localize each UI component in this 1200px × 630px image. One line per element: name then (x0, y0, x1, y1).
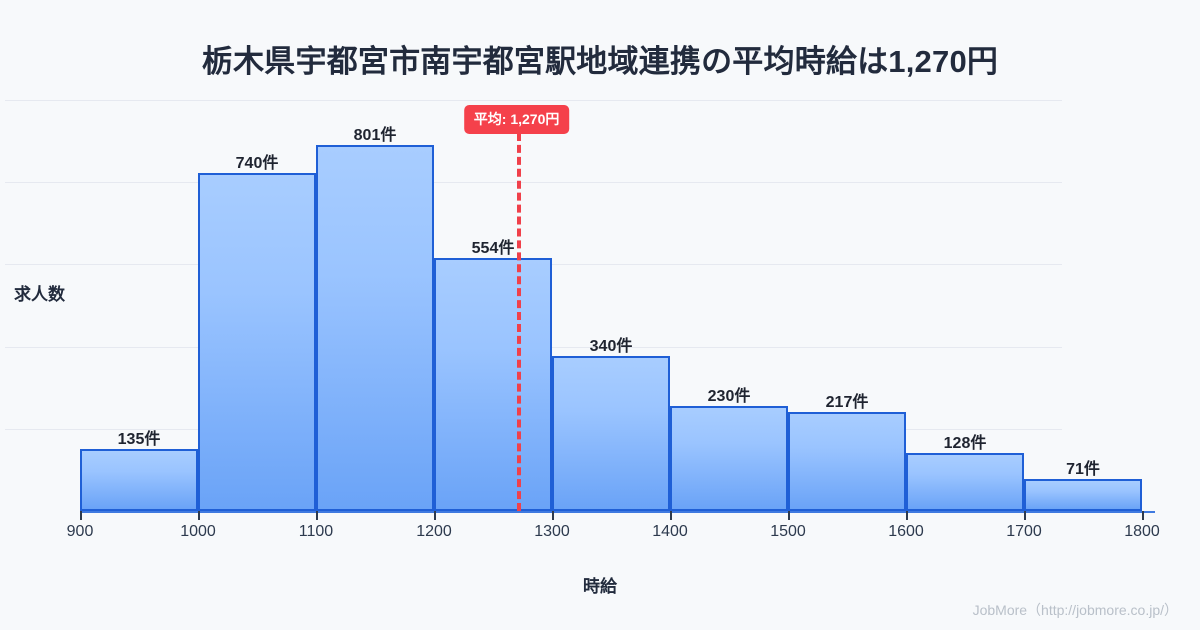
x-tick-label: 1500 (770, 523, 806, 540)
x-tick-label: 1700 (1006, 523, 1042, 540)
y-axis-label: 求人数 (14, 285, 65, 304)
x-tick-mark (906, 511, 908, 520)
x-tick-mark (198, 511, 200, 520)
x-tick-label: 1400 (652, 523, 688, 540)
bar-value-label: 340件 (589, 337, 633, 355)
x-axis-label: 時給 (583, 577, 617, 596)
gridline (5, 182, 1062, 184)
x-tick-label: 1000 (180, 523, 216, 540)
x-tick-label: 1200 (416, 523, 452, 540)
x-tick-label: 1600 (888, 523, 924, 540)
bar (434, 258, 552, 511)
bar-value-label: 554件 (471, 240, 515, 257)
bar (670, 405, 788, 511)
bar (788, 411, 906, 511)
bar (316, 145, 434, 511)
x-tick-mark (552, 511, 554, 520)
x-tick-mark (1142, 511, 1144, 520)
bar (1024, 478, 1142, 511)
bar-value-label: 71件 (1066, 460, 1100, 478)
bar-value-label: 801件 (353, 127, 397, 145)
watermark: JobMore（http://jobmore.co.jp/） (972, 602, 1178, 618)
x-tick-label: 1100 (298, 523, 334, 540)
x-axis-line (80, 511, 1155, 513)
x-tick-label: 1300 (534, 523, 570, 540)
page-title: 栃木県宇都宮市南宇都宮駅地域連携の平均時給は1,270円 (201, 44, 999, 79)
bar-value-label: 128件 (943, 434, 987, 452)
x-tick-label: 900 (66, 523, 94, 540)
bar-value-label: 135件 (117, 431, 161, 449)
x-tick-mark (316, 511, 318, 520)
gridline (5, 100, 1062, 101)
x-tick-label: 1800 (1124, 523, 1160, 540)
bar (906, 452, 1024, 511)
x-tick-mark (788, 511, 790, 520)
average-badge: 平均: 1,270円 (463, 105, 570, 134)
average-line (516, 133, 521, 511)
bar (80, 449, 198, 511)
x-tick-mark (434, 511, 436, 520)
bar (552, 355, 670, 511)
bar-value-label: 230件 (707, 387, 751, 405)
x-tick-mark (80, 511, 82, 520)
bar (198, 173, 316, 511)
x-tick-mark (1024, 511, 1026, 520)
bar-value-label: 740件 (235, 155, 279, 173)
bar-value-label: 217件 (825, 393, 869, 411)
x-tick-mark (670, 511, 672, 520)
